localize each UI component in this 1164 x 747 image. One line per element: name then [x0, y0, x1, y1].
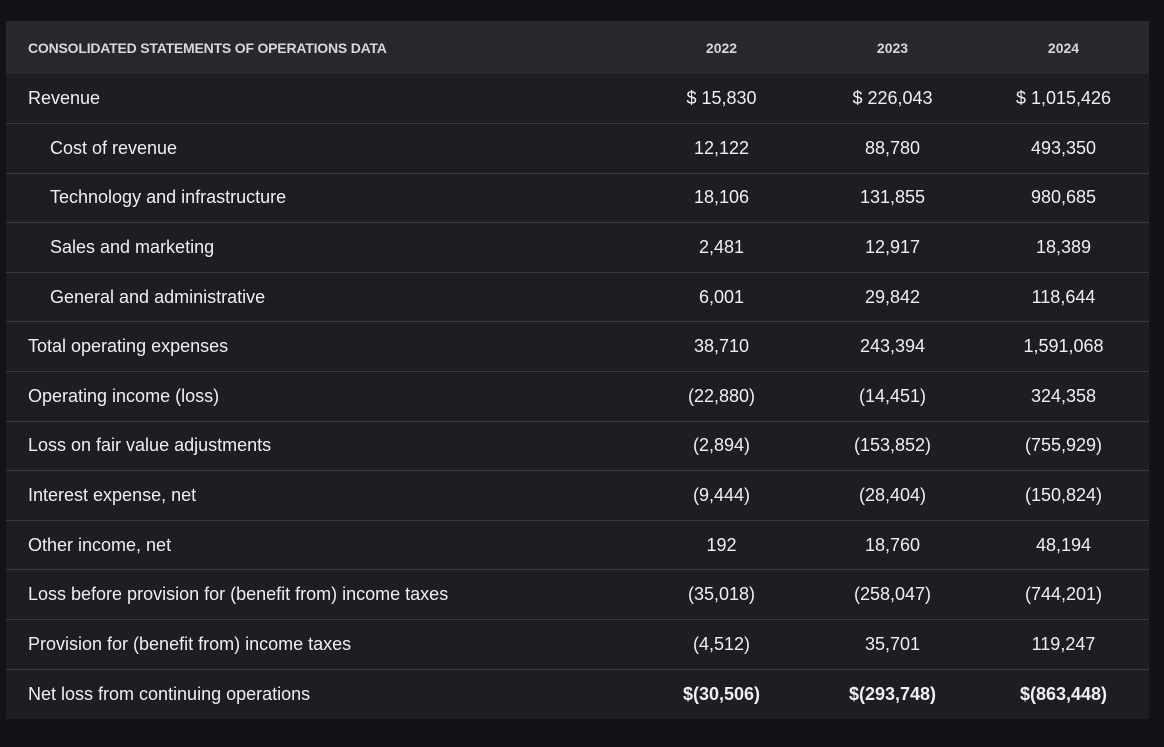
row-label: Operating income (loss): [28, 385, 220, 406]
cell-value-2022: 18,106: [693, 187, 750, 208]
table-row: Loss before provision for (benefit from)…: [6, 569, 1149, 620]
cell-value-2023: 243,394: [859, 336, 926, 357]
cell-value-2022: $ 15,830: [686, 88, 757, 109]
table-row: Interest expense, net (9,444) (28,404) (150…: [6, 470, 1149, 521]
cell-value-2024: 118,644: [1031, 286, 1096, 307]
cell-value-2024: 324,358: [1030, 385, 1097, 406]
cell-value-2024: (744,201): [1024, 584, 1103, 605]
cell-value-2023: 29,842: [864, 286, 921, 307]
row-label: Loss on fair value adjustments: [28, 435, 272, 456]
cell-value-2024: 1,591,068: [1023, 336, 1104, 357]
cell-value-2022: 12,122: [693, 137, 750, 158]
row-label: Revenue: [28, 88, 101, 109]
row-label: Net loss from continuing operations: [28, 683, 311, 704]
row-label: Cost of revenue: [50, 137, 178, 158]
table-row: Net loss from continuing operations $(30,…: [6, 669, 1149, 719]
cell-value-2024: 48,194: [1035, 534, 1092, 555]
cell-value-2022: 2,481: [698, 237, 745, 258]
column-header-2023: 2023: [876, 39, 909, 56]
cell-value-2022: (4,512): [692, 633, 751, 654]
table-body: Revenue $ 15,830 $ 226,043 $ 1,015,426 Cost …: [6, 74, 1149, 719]
cell-value-2023: 12,917: [864, 237, 921, 258]
row-label: Sales and marketing: [50, 237, 215, 258]
table-row: Cost of revenue 12,122 88,780 493,350: [6, 123, 1149, 174]
row-label: Technology and infrastructure: [50, 187, 287, 208]
cell-value-2024: (150,824): [1024, 485, 1103, 506]
cell-value-2024: 18,389: [1035, 237, 1092, 258]
cell-value-2023: 88,780: [864, 137, 921, 158]
table-row: Technology and infrastructure 18,106 131,8…: [6, 173, 1149, 223]
cell-value-2023: 131,855: [859, 187, 926, 208]
cell-value-2023: $(293,748): [848, 683, 937, 704]
cell-value-2023: (14,451): [858, 385, 927, 406]
column-header-2024: 2024: [1047, 39, 1080, 56]
table-row: Loss on fair value adjustments (2,894) (15…: [6, 421, 1149, 471]
cell-value-2023: (28,404): [858, 485, 927, 506]
table-header-row: CONSOLIDATED STATEMENTS OF OPERATIONS DA…: [6, 21, 1149, 74]
table-row: Total operating expenses 38,710 243,394 1,5…: [6, 321, 1149, 372]
row-label: Total operating expenses: [28, 336, 229, 357]
row-label: Provision for (benefit from) income taxe…: [28, 633, 352, 654]
cell-value-2024: 493,350: [1030, 137, 1097, 158]
row-label: Other income, net: [28, 534, 172, 555]
table-row: Revenue $ 15,830 $ 226,043 $ 1,015,426: [6, 74, 1149, 124]
cell-value-2023: $ 226,043: [852, 88, 933, 109]
table-row: Other income, net 192 18,760 48,194: [6, 520, 1149, 570]
row-label: General and administrative: [50, 286, 266, 307]
cell-value-2022: (9,444): [692, 485, 751, 506]
cell-value-2023: (258,047): [853, 584, 932, 605]
column-header-2022: 2022: [705, 39, 738, 56]
cell-value-2024: 119,247: [1031, 633, 1096, 654]
cell-value-2022: 38,710: [693, 336, 750, 357]
cell-value-2024: $(863,448): [1019, 683, 1108, 704]
table-title: CONSOLIDATED STATEMENTS OF OPERATIONS DA…: [28, 39, 387, 56]
table-row: Provision for (benefit from) income taxe…: [6, 619, 1149, 670]
cell-value-2023: (153,852): [853, 435, 932, 456]
cell-value-2024: 980,685: [1030, 187, 1097, 208]
row-label: Loss before provision for (benefit from)…: [28, 584, 449, 605]
cell-value-2022: 6,001: [698, 286, 745, 307]
table-row: Sales and marketing 2,481 12,917 18,389: [6, 222, 1149, 273]
cell-value-2022: (22,880): [687, 385, 756, 406]
cell-value-2022: 192: [706, 534, 737, 555]
cell-value-2024: (755,929): [1024, 435, 1103, 456]
cell-value-2024: $ 1,015,426: [1015, 88, 1112, 109]
cell-value-2023: 18,760: [864, 534, 921, 555]
row-label: Interest expense, net: [28, 485, 197, 506]
cell-value-2022: (2,894): [692, 435, 751, 456]
table-row: Operating income (loss) (22,880) (14,451) 3…: [6, 371, 1149, 422]
cell-value-2022: (35,018): [687, 584, 756, 605]
cell-value-2023: 35,701: [864, 633, 921, 654]
operations-table-container: CONSOLIDATED STATEMENTS OF OPERATIONS DA…: [6, 21, 1149, 719]
operations-table: CONSOLIDATED STATEMENTS OF OPERATIONS DA…: [6, 21, 1149, 719]
cell-value-2022: $(30,506): [682, 683, 761, 704]
table-row: General and administrative 6,001 29,842 118…: [6, 272, 1149, 322]
